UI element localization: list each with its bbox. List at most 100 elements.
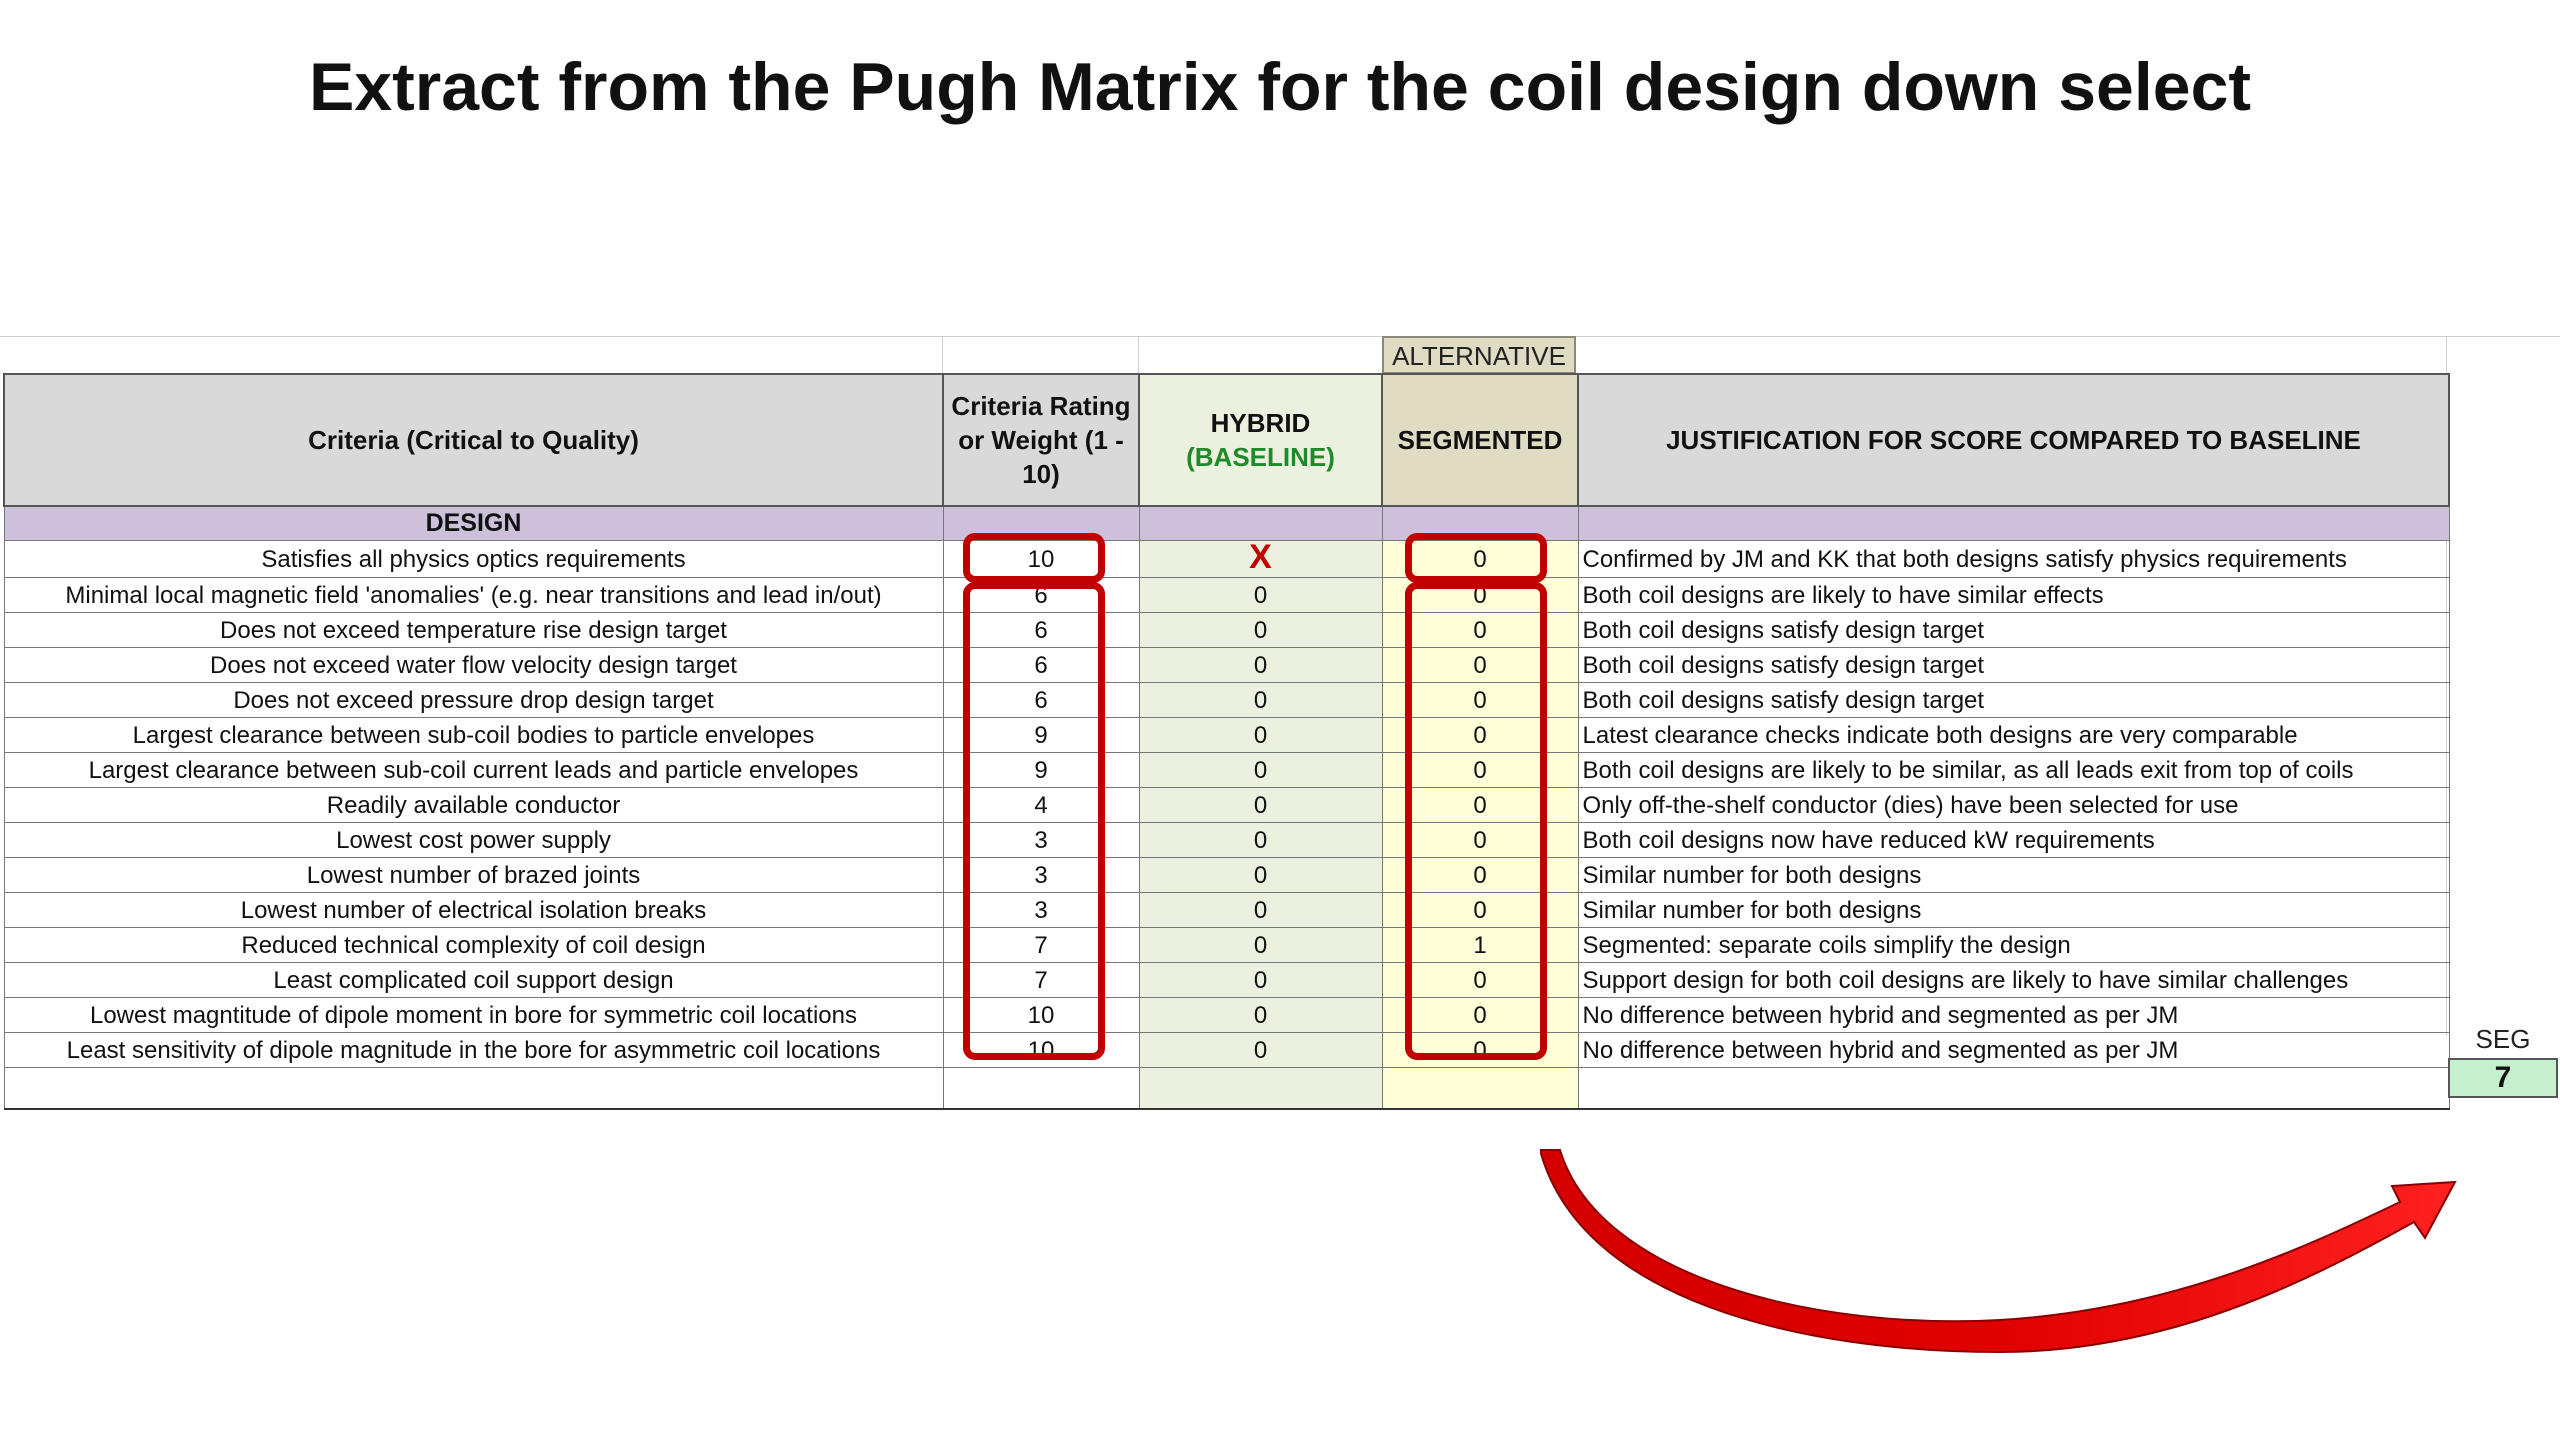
criterion-cell: Readily available conductor: [3, 787, 944, 823]
section-cell: [1577, 505, 2450, 541]
criterion-cell: Lowest magntitude of dipole moment in bo…: [3, 997, 944, 1033]
table-row: Does not exceed water flow velocity desi…: [3, 647, 2450, 683]
hybrid-score-cell-text: 0: [1253, 651, 1268, 679]
criterion-cell-text: Does not exceed pressure drop design tar…: [233, 686, 714, 714]
criterion-cell-text: Satisfies all physics optics requirement…: [261, 545, 686, 573]
hybrid-score-cell-text: 0: [1253, 616, 1268, 644]
criterion-cell: Minimal local magnetic field 'anomalies'…: [3, 577, 944, 613]
criterion-cell: Lowest number of brazed joints: [3, 857, 944, 893]
hybrid-score-cell: 0: [1138, 927, 1383, 963]
justification-cell: Latest clearance checks indicate both de…: [1577, 717, 2450, 753]
hybrid-score-cell: 0: [1138, 717, 1383, 753]
weight-cell: 7: [942, 962, 1140, 998]
criterion-cell-text: Does not exceed water flow velocity desi…: [210, 651, 737, 679]
justification-cell: Both coil designs are likely to be simil…: [1577, 752, 2450, 788]
table-row: Least sensitivity of dipole magnitude in…: [3, 1032, 2450, 1068]
blank-cell: [1577, 1067, 2450, 1110]
baseline-label: (BASELINE): [1186, 442, 1335, 472]
table-row: Does not exceed temperature rise design …: [3, 612, 2450, 648]
justification-cell: Both coil designs satisfy design target: [1577, 682, 2450, 718]
criterion-cell-text: Does not exceed temperature rise design …: [220, 616, 727, 644]
hybrid-score-cell-text: 0: [1253, 791, 1268, 819]
hybrid-score-cell-text: 0: [1253, 931, 1268, 959]
hybrid-score-cell: 0: [1138, 857, 1383, 893]
weight-cell: 6: [942, 612, 1140, 648]
segmented-score-cell-text: 0: [1473, 896, 1487, 924]
table-row: Lowest number of brazed joints 3 0 0 Similar…: [3, 857, 2450, 893]
criterion-cell-text: Largest clearance between sub-coil bodie…: [132, 721, 815, 749]
section-label: DESIGN: [3, 505, 944, 541]
hybrid-score-cell: 0: [1138, 682, 1383, 718]
segmented-score-cell-text: 0: [1473, 721, 1487, 749]
hybrid-score-cell-text: 0: [1253, 826, 1268, 854]
justification-cell: Both coil designs are likely to have sim…: [1577, 577, 2450, 613]
justification-cell: No difference between hybrid and segment…: [1577, 1032, 2450, 1068]
criterion-cell: Does not exceed water flow velocity desi…: [3, 647, 944, 683]
criterion-cell: Does not exceed temperature rise design …: [3, 612, 944, 648]
justification-cell: Support design for both coil designs are…: [1577, 962, 2450, 998]
weight-cell-text: 3: [1034, 826, 1048, 854]
justification-cell: Only off-the-shelf conductor (dies) have…: [1577, 787, 2450, 823]
hybrid-score-cell: 0: [1138, 612, 1383, 648]
curved-arrow-icon: [1540, 1149, 2457, 1354]
criterion-cell-text: Least complicated coil support design: [273, 966, 674, 994]
weight-cell-text: 6: [1034, 616, 1048, 644]
criterion-cell: Largest clearance between sub-coil curre…: [3, 752, 944, 788]
weight-cell: 10: [942, 997, 1140, 1033]
criterion-cell: Least complicated coil support design: [3, 962, 944, 998]
justification-cell: Segmented: separate coils simplify the d…: [1577, 927, 2450, 963]
segmented-score-cell-text: 0: [1473, 966, 1487, 994]
rating-header: Criteria Rating or Weight (1 - 10): [942, 373, 1140, 507]
weight-cell-text: 9: [1034, 756, 1048, 784]
table-row: Does not exceed pressure drop design tar…: [3, 682, 2450, 718]
weight-cell: 4: [942, 787, 1140, 823]
weight-cell-text: 6: [1034, 651, 1048, 679]
hybrid-score-cell-text: 0: [1253, 896, 1268, 924]
segmented-score-cell-text: 0: [1473, 1001, 1487, 1029]
justification-cell-text: Confirmed by JM and KK that both designs…: [1582, 545, 2347, 573]
score-value: 7: [2448, 1058, 2558, 1098]
hybrid-score-cell-text: 0: [1253, 861, 1268, 889]
grid-line: [0, 336, 2560, 337]
criterion-cell: Least sensitivity of dipole magnitude in…: [3, 1032, 944, 1068]
grid-line: [942, 336, 943, 374]
justification-cell-text: Both coil designs are likely to be simil…: [1582, 756, 2354, 784]
criterion-cell-text: Lowest number of brazed joints: [306, 861, 641, 889]
table-row: Minimal local magnetic field 'anomalies'…: [3, 577, 2450, 613]
criterion-cell: Satisfies all physics optics requirement…: [3, 540, 944, 578]
hybrid-score-cell: 0: [1138, 822, 1383, 858]
hybrid-score-cell-text: X: [1249, 540, 1272, 576]
blank-cell: [942, 1067, 1140, 1110]
hybrid-score-cell: X: [1138, 540, 1383, 578]
criterion-cell-text: Least sensitivity of dipole magnitude in…: [66, 1036, 881, 1064]
weight-cell: 10: [942, 540, 1140, 578]
section-row-design: DESIGN: [3, 505, 2450, 541]
table-row: Satisfies all physics optics requirement…: [3, 540, 2450, 578]
justification-cell-text: No difference between hybrid and segment…: [1582, 1001, 2179, 1029]
hybrid-score-cell-text: 0: [1253, 721, 1268, 749]
weight-cell: 10: [942, 1032, 1140, 1068]
hybrid-score-cell: 0: [1138, 787, 1383, 823]
hybrid-score-cell: 0: [1138, 892, 1383, 928]
hybrid-header-label: HYBRID: [1210, 408, 1311, 438]
highlight-box-segmented-rest: [1405, 582, 1547, 1060]
criteria-header: Criteria (Critical to Quality): [3, 373, 944, 507]
hybrid-score-cell-text: 0: [1253, 581, 1268, 609]
criterion-cell: Lowest cost power supply: [3, 822, 944, 858]
criterion-cell-text: Reduced technical complexity of coil des…: [241, 931, 706, 959]
weight-cell-text: 7: [1034, 966, 1048, 994]
highlight-box-weight-rest: [963, 582, 1105, 1060]
segmented-score-cell-text: 0: [1473, 861, 1487, 889]
weight-cell-text: 6: [1034, 686, 1048, 714]
justification-cell-text: Similar number for both designs: [1582, 896, 1922, 924]
segmented-score-cell-text: 0: [1473, 791, 1487, 819]
criterion-cell: Reduced technical complexity of coil des…: [3, 927, 944, 963]
weight-cell-text: 4: [1034, 791, 1048, 819]
table-row: Least complicated coil support design 7 0 0…: [3, 962, 2450, 998]
justification-cell-text: Both coil designs satisfy design target: [1582, 651, 1985, 679]
justification-cell-text: Similar number for both designs: [1582, 861, 1922, 889]
weight-cell-text: 10: [1027, 1001, 1055, 1029]
justification-header: JUSTIFICATION FOR SCORE COMPARED TO BASE…: [1577, 373, 2450, 507]
highlight-box-weight-first: [963, 533, 1105, 583]
justification-cell-text: Only off-the-shelf conductor (dies) have…: [1582, 791, 2239, 819]
